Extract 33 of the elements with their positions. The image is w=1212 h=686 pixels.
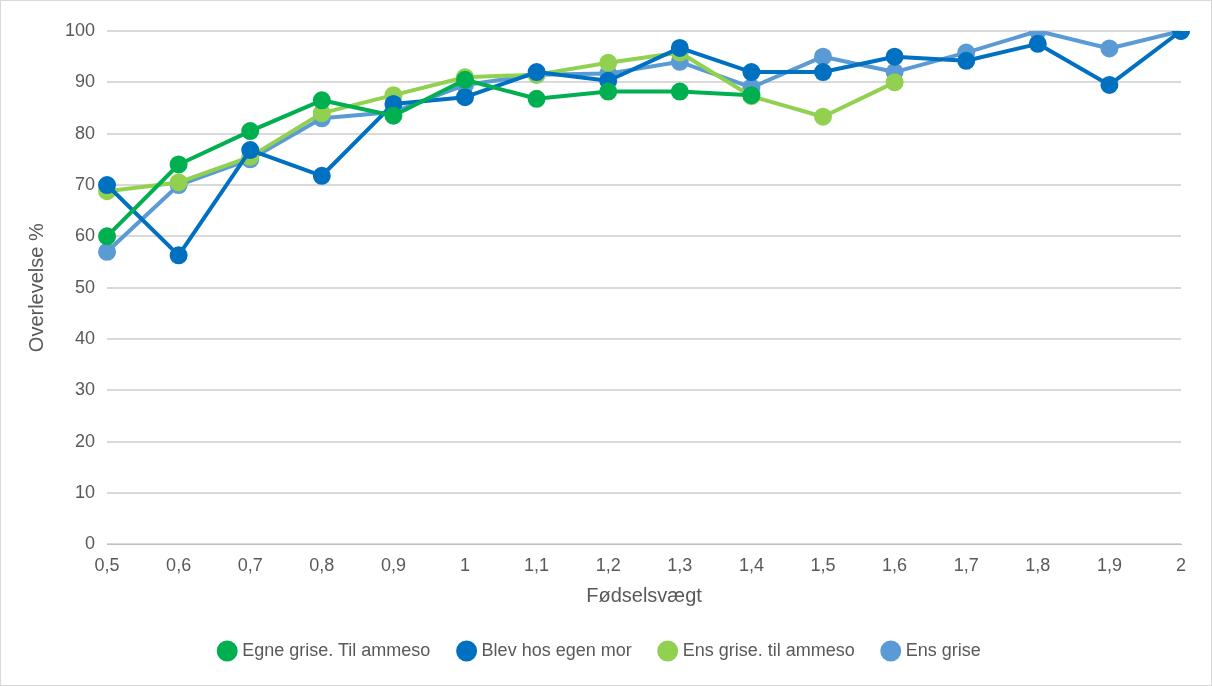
y-tick-label: 70 <box>75 173 96 194</box>
legend-label: Egne grise. Til ammeso <box>242 639 431 660</box>
x-tick-label: 1,1 <box>524 555 550 576</box>
x-axis-title: Fødselsvægt <box>586 583 703 606</box>
x-tick-label: 0,9 <box>380 555 406 576</box>
x-tick-label: 0,6 <box>166 555 192 576</box>
legend-label: Ens grise. til ammeso <box>682 639 855 660</box>
x-tick-label: 1 <box>460 555 471 576</box>
x-tick-label: 1,5 <box>810 555 836 576</box>
y-tick-label: 40 <box>75 328 96 349</box>
y-tick-label: 50 <box>75 276 96 297</box>
y-tick-label: 80 <box>75 122 96 143</box>
legend-label: Ens grise <box>905 639 981 660</box>
y-tick-label: 0 <box>85 533 96 554</box>
x-tick-label: 1,8 <box>1025 555 1051 576</box>
x-tick-label: 1,6 <box>882 555 908 576</box>
y-tick-label: 60 <box>75 225 96 246</box>
legend-label: Blev hos egen mor <box>481 639 632 660</box>
x-tick-label: 2 <box>1175 555 1187 576</box>
y-tick-label: 10 <box>75 482 96 503</box>
x-tick-label: 1,7 <box>953 555 979 576</box>
y-tick-label: 20 <box>75 430 96 451</box>
y-tick-label: 100 <box>64 19 96 40</box>
y-axis-title: Overlevelse % <box>24 223 47 353</box>
y-tick-label: 90 <box>75 71 96 92</box>
x-tick-label: 0,8 <box>309 555 335 576</box>
x-tick-label: 1,2 <box>595 555 621 576</box>
x-tick-label: 0,5 <box>94 555 120 576</box>
x-tick-label: 1,4 <box>738 555 764 576</box>
x-tick-label: 1,3 <box>667 555 693 576</box>
x-tick-label: 0,7 <box>237 555 263 576</box>
y-tick-label: 30 <box>75 379 96 400</box>
x-tick-label: 1,9 <box>1096 555 1122 576</box>
